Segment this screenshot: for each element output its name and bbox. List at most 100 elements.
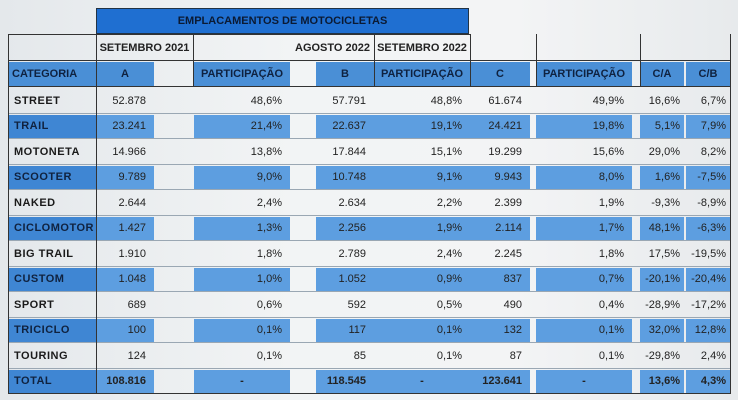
value-b-cell: 117 <box>316 318 374 342</box>
share-a-cell: 13,8% <box>250 145 282 158</box>
total-share-a-cell: - <box>194 369 290 393</box>
share-a-cell: 2,4% <box>256 196 282 209</box>
period-b-header: AGOSTO 2022 <box>295 42 370 54</box>
col-header-c: C <box>470 62 530 86</box>
total-value-b-cell: 118.545 <box>316 369 374 393</box>
value-a-cell: 124 <box>127 349 146 362</box>
col-header-categoria: CATEGORIA <box>8 62 96 86</box>
share-b-cell: 1,9% <box>374 216 470 240</box>
category-cell: MOTONETA <box>14 145 80 158</box>
value-b-cell: 592 <box>347 298 366 311</box>
category-cell: SPORT <box>14 298 55 311</box>
col-header-part2: PARTICIPAÇÃO <box>374 62 470 86</box>
ratio-cb-cell: -6,3% <box>686 216 730 240</box>
value-a-cell: 1.427 <box>96 216 154 240</box>
table-title: EMPLACAMENTOS DE MOTOCICLETAS <box>96 8 469 34</box>
share-b-cell: 2,2% <box>436 196 462 209</box>
value-c-cell: 19.299 <box>488 145 522 158</box>
value-a-cell: 52.878 <box>112 94 146 107</box>
col-header-a: A <box>96 62 154 86</box>
ratio-cb-cell: -8,9% <box>697 196 726 209</box>
value-a-cell: 1.910 <box>118 247 146 260</box>
share-c-cell: 15,6% <box>592 145 624 158</box>
value-c-cell: 24.421 <box>470 114 530 138</box>
share-a-cell: 21,4% <box>194 114 290 138</box>
value-a-cell: 14.966 <box>112 145 146 158</box>
category-cell: CICLOMOTOR <box>8 216 96 240</box>
share-a-cell: 1,3% <box>194 216 290 240</box>
ratio-cb-cell: -20,4% <box>686 267 730 291</box>
total-ratio-ca-cell: 13,6% <box>640 369 684 393</box>
total-value-c-cell: 123.641 <box>470 369 530 393</box>
value-b-cell: 17.844 <box>332 145 366 158</box>
share-c-cell: 8,0% <box>536 165 632 189</box>
ratio-cb-cell: -17,2% <box>691 298 726 311</box>
ratio-ca-cell: 17,5% <box>648 247 680 260</box>
category-cell: CUSTOM <box>8 267 96 291</box>
category-cell: NAKED <box>14 196 56 209</box>
col-header-part1: PARTICIPAÇÃO <box>194 62 290 86</box>
ratio-ca-cell: -9,3% <box>651 196 680 209</box>
total-value-a-cell: 108.816 <box>96 369 154 393</box>
value-a-cell: 100 <box>96 318 154 342</box>
total-category-cell: TOTAL <box>8 369 96 393</box>
category-cell: BIG TRAIL <box>14 247 74 260</box>
value-c-cell: 2.114 <box>470 216 530 240</box>
value-a-cell: 23.241 <box>96 114 154 138</box>
col-header-ca: C/A <box>640 62 684 86</box>
share-c-cell: 1,8% <box>598 247 624 260</box>
value-a-cell: 1.048 <box>96 267 154 291</box>
category-cell: TRAIL <box>8 114 96 138</box>
share-a-cell: 1,8% <box>256 247 282 260</box>
value-a-cell: 689 <box>127 298 146 311</box>
share-a-cell: 1,0% <box>194 267 290 291</box>
category-cell: TOURING <box>14 349 69 362</box>
share-c-cell: 0,7% <box>536 267 632 291</box>
ratio-cb-cell: 2,4% <box>700 349 726 362</box>
share-a-cell: 0,6% <box>256 298 282 311</box>
value-c-cell: 2.399 <box>494 196 522 209</box>
value-b-cell: 2.789 <box>338 247 366 260</box>
ratio-cb-cell: -19,5% <box>691 247 726 260</box>
value-c-cell: 61.674 <box>488 94 522 107</box>
value-c-cell: 2.245 <box>494 247 522 260</box>
total-share-b-cell: - <box>374 369 470 393</box>
value-a-cell: 2.644 <box>118 196 146 209</box>
share-a-cell: 0,1% <box>194 318 290 342</box>
ratio-ca-cell: 29,0% <box>648 145 680 158</box>
ratio-ca-cell: 48,1% <box>640 216 684 240</box>
value-b-cell: 10.748 <box>316 165 374 189</box>
share-c-cell: 0,1% <box>598 349 624 362</box>
col-header-part3: PARTICIPAÇÃO <box>536 62 632 86</box>
share-a-cell: 0,1% <box>256 349 282 362</box>
ratio-ca-cell: -29,8% <box>645 349 680 362</box>
share-a-cell: 48,6% <box>250 94 282 107</box>
share-b-cell: 48,8% <box>430 94 462 107</box>
col-header-cb: C/B <box>686 62 730 86</box>
total-share-c-cell: - <box>536 369 632 393</box>
ratio-cb-cell: 7,9% <box>686 114 730 138</box>
value-b-cell: 2.634 <box>338 196 366 209</box>
share-b-cell: 9,1% <box>374 165 470 189</box>
value-c-cell: 87 <box>509 349 522 362</box>
share-a-cell: 9,0% <box>194 165 290 189</box>
ratio-ca-cell: 5,1% <box>640 114 684 138</box>
ratio-cb-cell: 8,2% <box>700 145 726 158</box>
share-b-cell: 0,5% <box>436 298 462 311</box>
ratio-cb-cell: 12,8% <box>686 318 730 342</box>
value-c-cell: 9.943 <box>470 165 530 189</box>
col-header-b: B <box>316 62 374 86</box>
value-b-cell: 85 <box>353 349 366 362</box>
value-b-cell: 57.791 <box>332 94 366 107</box>
period-c-header: SETEMBRO 2022 <box>377 42 467 54</box>
ratio-cb-cell: 6,7% <box>700 94 726 107</box>
value-b-cell: 22.637 <box>316 114 374 138</box>
value-b-cell: 1.052 <box>316 267 374 291</box>
ratio-ca-cell: 16,6% <box>648 94 680 107</box>
value-c-cell: 490 <box>503 298 522 311</box>
share-c-cell: 49,9% <box>592 94 624 107</box>
ratio-ca-cell: 1,6% <box>640 165 684 189</box>
share-c-cell: 19,8% <box>536 114 632 138</box>
share-c-cell: 0,4% <box>598 298 624 311</box>
